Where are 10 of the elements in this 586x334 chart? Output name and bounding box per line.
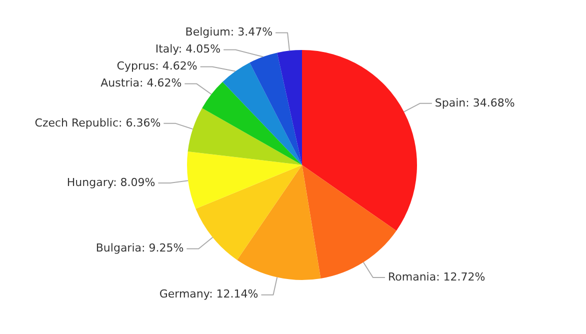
slice-label: Romania: 12.72% xyxy=(388,270,486,284)
slice-label: Germany: 12.14% xyxy=(159,288,258,301)
slice-label: Bulgaria: 9.25% xyxy=(96,242,184,255)
slice-label: Italy: 4.05% xyxy=(155,42,221,56)
slice-label: Hungary: 8.09% xyxy=(66,176,156,189)
slice-label: Belgium: 3.47% xyxy=(185,26,273,39)
slice-label: Austria: 4.62% xyxy=(100,76,182,90)
slice-label: Czech Republic: 6.36% xyxy=(34,116,161,130)
slice-label: Spain: 34.68% xyxy=(434,96,515,110)
slice-label: Cyprus: 4.62% xyxy=(116,60,198,73)
